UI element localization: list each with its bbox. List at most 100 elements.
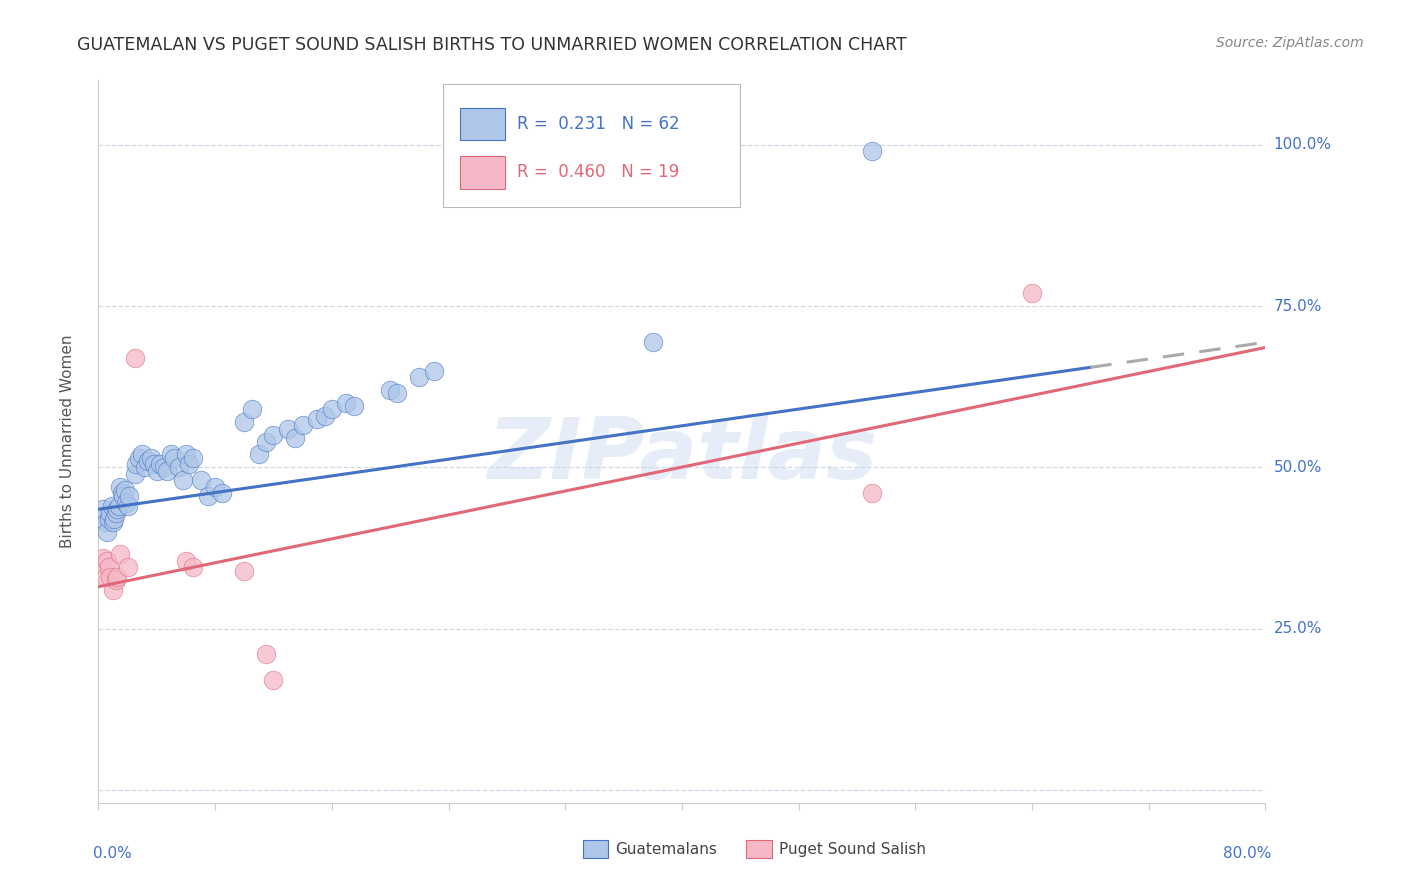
- Point: [380, 383, 402, 397]
- FancyBboxPatch shape: [460, 156, 505, 189]
- Point: [125, 457, 148, 471]
- Point: [117, 560, 139, 574]
- Point: [96, 524, 118, 539]
- Point: [860, 145, 883, 159]
- Point: [408, 370, 430, 384]
- FancyBboxPatch shape: [443, 84, 741, 207]
- Point: [114, 483, 136, 497]
- Point: [233, 564, 256, 578]
- Point: [641, 334, 664, 349]
- Point: [262, 673, 284, 688]
- FancyBboxPatch shape: [460, 108, 505, 140]
- Text: 50.0%: 50.0%: [1274, 460, 1322, 475]
- Point: [335, 396, 357, 410]
- FancyBboxPatch shape: [747, 839, 772, 858]
- Point: [254, 434, 277, 449]
- Point: [134, 460, 156, 475]
- Point: [105, 570, 128, 584]
- Point: [211, 486, 233, 500]
- Point: [174, 447, 197, 461]
- Point: [167, 460, 190, 475]
- Point: [247, 447, 270, 461]
- Point: [860, 486, 883, 500]
- Point: [93, 564, 115, 578]
- Point: [108, 499, 131, 513]
- Point: [156, 464, 179, 478]
- Point: [153, 460, 176, 475]
- Point: [160, 447, 183, 461]
- Point: [181, 450, 204, 465]
- Point: [177, 457, 200, 471]
- Text: 100.0%: 100.0%: [1274, 137, 1331, 153]
- Text: 0.0%: 0.0%: [93, 847, 131, 861]
- Point: [664, 145, 686, 159]
- Point: [105, 502, 128, 516]
- Point: [254, 648, 277, 662]
- Point: [233, 415, 256, 429]
- Point: [91, 550, 114, 565]
- Point: [240, 402, 263, 417]
- Point: [657, 145, 679, 159]
- Point: [117, 499, 139, 513]
- Point: [128, 450, 150, 465]
- Point: [172, 473, 194, 487]
- Point: [163, 450, 186, 465]
- Point: [91, 502, 114, 516]
- Point: [100, 499, 122, 513]
- Point: [174, 554, 197, 568]
- Point: [314, 409, 336, 423]
- Point: [124, 467, 146, 481]
- FancyBboxPatch shape: [582, 839, 609, 858]
- Point: [118, 489, 141, 503]
- Point: [149, 457, 172, 471]
- Point: [387, 386, 409, 401]
- Point: [101, 582, 124, 597]
- Text: 25.0%: 25.0%: [1274, 621, 1322, 636]
- Point: [93, 508, 115, 523]
- Point: [291, 418, 314, 433]
- Point: [104, 573, 127, 587]
- Point: [197, 489, 219, 503]
- Text: 75.0%: 75.0%: [1274, 299, 1322, 314]
- Point: [136, 454, 159, 468]
- Y-axis label: Births to Unmarried Women: Births to Unmarried Women: [60, 334, 75, 549]
- Point: [97, 512, 120, 526]
- Point: [110, 548, 132, 562]
- Text: R =  0.460   N = 19: R = 0.460 N = 19: [517, 163, 679, 181]
- Point: [343, 399, 366, 413]
- Point: [124, 351, 146, 365]
- Point: [714, 145, 737, 159]
- Point: [112, 489, 135, 503]
- Point: [111, 486, 134, 500]
- Text: R =  0.231   N = 62: R = 0.231 N = 62: [517, 115, 681, 133]
- Point: [94, 515, 117, 529]
- Point: [98, 570, 121, 584]
- Point: [103, 512, 125, 526]
- Point: [96, 554, 118, 568]
- Point: [97, 560, 120, 574]
- Point: [110, 480, 132, 494]
- Point: [423, 363, 446, 377]
- Point: [131, 447, 153, 461]
- Point: [139, 450, 162, 465]
- Point: [181, 560, 204, 574]
- Point: [142, 457, 165, 471]
- Point: [104, 506, 127, 520]
- Point: [94, 570, 117, 584]
- Point: [284, 431, 307, 445]
- Text: Source: ZipAtlas.com: Source: ZipAtlas.com: [1216, 36, 1364, 50]
- Point: [204, 480, 226, 494]
- Text: Guatemalans: Guatemalans: [616, 841, 717, 856]
- Point: [1021, 286, 1043, 301]
- Point: [115, 496, 138, 510]
- Text: Puget Sound Salish: Puget Sound Salish: [779, 841, 925, 856]
- Text: GUATEMALAN VS PUGET SOUND SALISH BIRTHS TO UNMARRIED WOMEN CORRELATION CHART: GUATEMALAN VS PUGET SOUND SALISH BIRTHS …: [77, 36, 907, 54]
- Point: [146, 464, 169, 478]
- Text: ZIPatlas: ZIPatlas: [486, 415, 877, 498]
- Point: [98, 506, 121, 520]
- Point: [307, 412, 329, 426]
- Text: 80.0%: 80.0%: [1223, 847, 1271, 861]
- Point: [321, 402, 343, 417]
- Point: [277, 422, 299, 436]
- Point: [190, 473, 212, 487]
